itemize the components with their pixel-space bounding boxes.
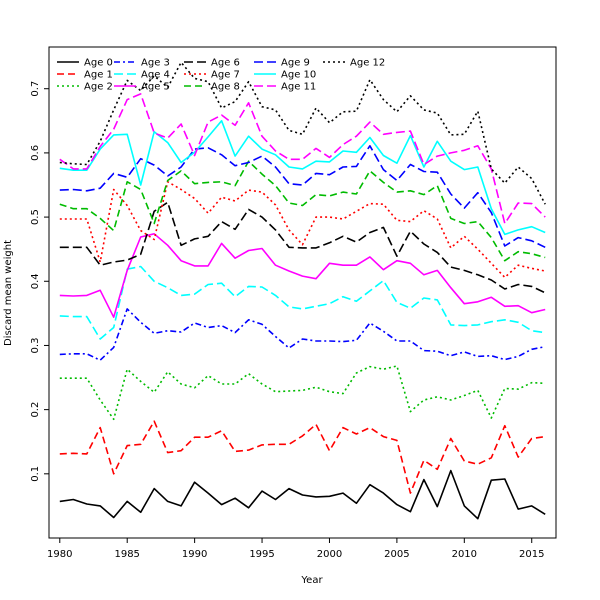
legend-label: Age 10 bbox=[281, 70, 316, 81]
series-line-8 bbox=[59, 160, 546, 262]
x-tick-label: 1990 bbox=[182, 549, 207, 560]
y-tick-label: 0.5 bbox=[30, 209, 41, 225]
x-tick-label: 2000 bbox=[317, 549, 342, 560]
series-line-4 bbox=[59, 265, 546, 340]
legend-label: Age 1 bbox=[84, 70, 113, 81]
x-tick-label: 2015 bbox=[519, 549, 544, 560]
legend-label: Age 0 bbox=[84, 58, 113, 69]
plot-frame bbox=[48, 46, 557, 539]
legend-label: Age 4 bbox=[141, 70, 170, 81]
legend-label: Age 2 bbox=[84, 82, 113, 93]
series-line-2 bbox=[59, 365, 546, 421]
x-tick-label: 2005 bbox=[384, 549, 409, 560]
y-tick-label: 0.4 bbox=[30, 273, 41, 289]
series-line-11 bbox=[59, 93, 546, 225]
series-line-6 bbox=[59, 201, 546, 294]
legend-label: Age 12 bbox=[350, 58, 385, 69]
x-tick-label: 2010 bbox=[452, 549, 477, 560]
series-line-9 bbox=[59, 145, 546, 249]
legend-label: Age 6 bbox=[211, 58, 240, 69]
series-layer bbox=[59, 61, 546, 520]
x-tick-label: 1980 bbox=[47, 549, 72, 560]
y-tick-label: 0.2 bbox=[30, 402, 41, 418]
y-tick-label: 0.7 bbox=[30, 81, 41, 97]
legend-label: Age 5 bbox=[141, 82, 170, 93]
series-line-5 bbox=[59, 233, 546, 319]
x-tick-label: 1995 bbox=[249, 549, 274, 560]
y-axis-title: Discard mean weight bbox=[3, 240, 14, 346]
y-axis: 0.1 0.2 0.3 0.4 0.5 0.6 0.7 bbox=[30, 81, 49, 482]
legend-label: Age 7 bbox=[211, 70, 240, 81]
y-tick-label: 0.1 bbox=[30, 466, 41, 482]
series-line-0 bbox=[59, 469, 546, 520]
legend-label: Age 3 bbox=[141, 58, 170, 69]
series-line-3 bbox=[59, 308, 546, 362]
x-axis: 1980 1985 1990 1995 2000 2005 2010 2015 bbox=[47, 538, 544, 560]
x-tick-label: 1985 bbox=[114, 549, 139, 560]
legend-label: Age 9 bbox=[281, 58, 310, 69]
legend-label: Age 8 bbox=[211, 82, 240, 93]
legend-label: Age 11 bbox=[281, 82, 316, 93]
series-line-10 bbox=[59, 120, 546, 236]
x-axis-title: Year bbox=[300, 575, 323, 586]
series-line-7 bbox=[59, 181, 546, 279]
y-tick-label: 0.3 bbox=[30, 338, 41, 354]
series-line-1 bbox=[59, 420, 546, 494]
y-tick-label: 0.6 bbox=[30, 145, 41, 161]
